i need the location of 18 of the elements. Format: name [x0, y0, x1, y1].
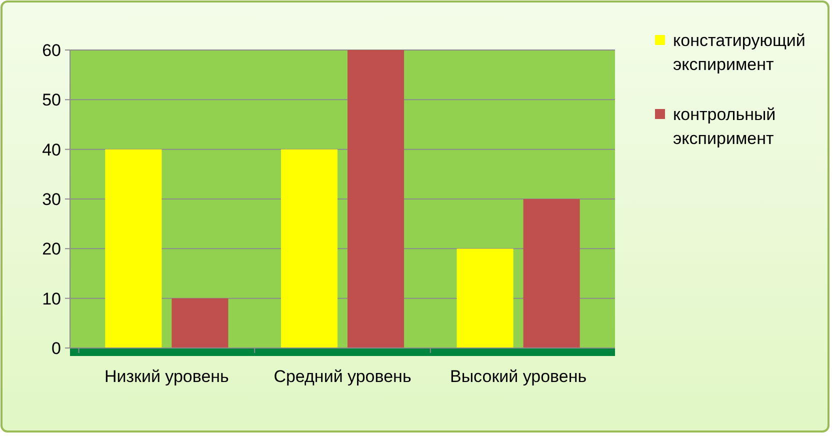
bar	[523, 199, 580, 348]
y-tick-label: 20	[42, 240, 61, 259]
bar	[456, 248, 514, 348]
bar	[347, 50, 404, 348]
bar	[280, 149, 338, 348]
y-tick-label: 30	[42, 190, 61, 209]
bar	[105, 149, 162, 348]
legend-label: констатирующий экспиримент	[673, 31, 806, 74]
y-tick-label: 10	[42, 289, 61, 308]
x-tick-label: Средний уровень	[274, 367, 412, 386]
legend-label: контрольный экспиримент	[673, 105, 776, 148]
y-tick-label: 60	[42, 40, 61, 60]
y-tick-label: 40	[42, 140, 61, 160]
x-tick-label: Высокий уровень	[450, 367, 587, 386]
bar	[172, 298, 228, 348]
y-tick-label: 0	[52, 338, 61, 358]
y-tick-label: 50	[42, 90, 61, 110]
x-tick-label: Низкий уровень	[104, 367, 230, 386]
